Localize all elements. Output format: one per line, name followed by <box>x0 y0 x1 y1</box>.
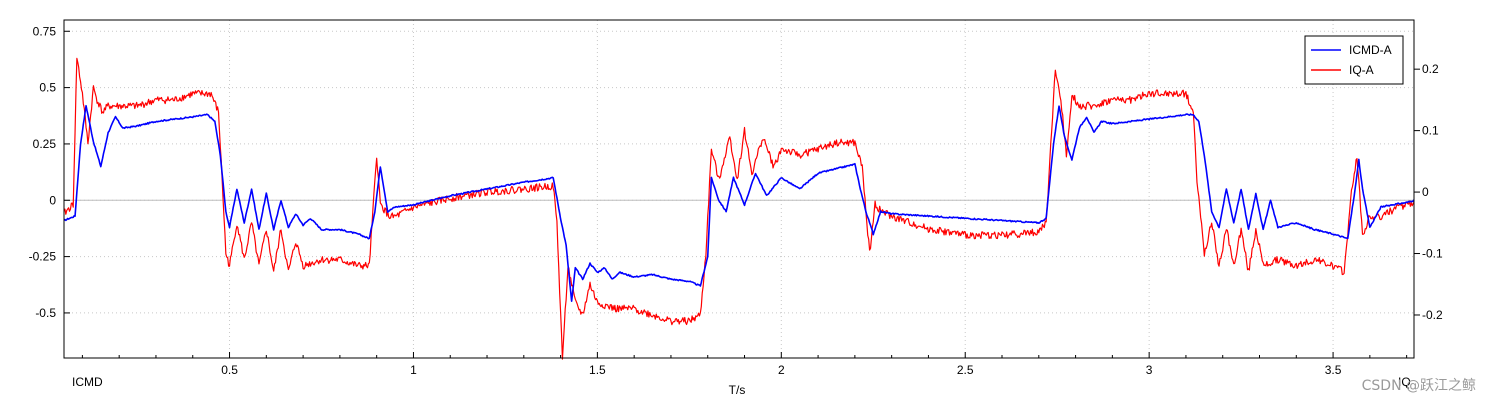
legend-box <box>1304 35 1404 85</box>
y-right-tick-label-0: -0.2 <box>1422 308 1443 322</box>
legend-label-icmd: ICMD-A <box>1349 43 1392 57</box>
x-tick-label-6: 3.5 <box>1325 363 1342 377</box>
y-left-tick-label-2: 0 <box>49 193 56 207</box>
y-axis-left: -0.5 -0.25 0 0.25 0.5 0.75 <box>29 24 70 320</box>
y-left-tick-label-4: 0.5 <box>39 81 56 95</box>
y-left-tick-label-3: 0.25 <box>33 137 57 151</box>
watermark: CSDN @跃江之鲸 <box>1362 378 1476 394</box>
x-tick-label-4: 2.5 <box>957 363 974 377</box>
legend: ICMD-A IQ-A <box>1304 35 1404 85</box>
legend-label-iq: IQ-A <box>1349 63 1374 77</box>
x-tick-label-0: 0.5 <box>221 363 238 377</box>
right-axis-label: IQ <box>1398 375 1411 389</box>
y-left-tick-label-5: 0.75 <box>33 24 57 38</box>
x-axis: 0.5 1 1.5 2 2.5 3 3.5 <box>81 352 1408 377</box>
y-right-tick-label-3: 0.1 <box>1422 124 1439 138</box>
y-right-tick-label-1: -0.1 <box>1422 247 1443 261</box>
series-icmd-line <box>63 104 1415 302</box>
y-axis-right: -0.2 -0.1 0 0.1 0.2 <box>1414 62 1443 322</box>
left-axis-label: ICMD <box>72 375 103 389</box>
series-iq-line <box>63 57 1415 360</box>
y-right-tick-label-4: 0.2 <box>1422 62 1439 76</box>
x-tick-label-2: 1.5 <box>589 363 606 377</box>
x-tick-label-3: 2 <box>778 363 785 377</box>
y-left-tick-label-0: -0.5 <box>35 306 56 320</box>
x-tick-label-5: 3 <box>1146 363 1153 377</box>
x-tick-label-1: 1 <box>410 363 417 377</box>
series-layer <box>63 57 1415 360</box>
x-axis-label: T/s <box>729 383 746 397</box>
y-left-tick-label-1: -0.25 <box>29 250 57 264</box>
plot-frame <box>63 19 1415 359</box>
y-right-tick-label-2: 0 <box>1422 185 1429 199</box>
